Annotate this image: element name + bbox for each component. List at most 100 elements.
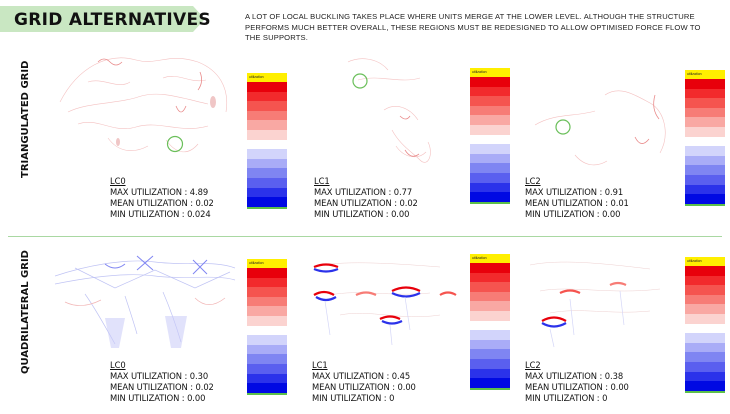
max-utilization: MAX UTILIZATION : 0.45 xyxy=(312,371,411,381)
legend-swatch xyxy=(470,378,510,388)
legend-swatch xyxy=(470,182,510,193)
legend-swatch xyxy=(247,315,287,326)
mean-utilization: MEAN UTILIZATION : 0.02 xyxy=(110,198,214,208)
legend-header: utilization xyxy=(470,254,510,263)
max-utilization: MAX UTILIZATION : 0.77 xyxy=(314,187,413,197)
max-utilization: MAX UTILIZATION : 0.91 xyxy=(525,187,624,197)
legend-swatch xyxy=(470,153,510,164)
legend-swatch xyxy=(247,296,287,307)
load-case-label: LC1 xyxy=(314,176,330,186)
mean-utilization: MEAN UTILIZATION : 0.00 xyxy=(525,382,629,392)
legend-footer xyxy=(685,203,725,206)
legend-swatch xyxy=(685,333,725,343)
legend-footer xyxy=(247,206,287,209)
legend-swatch xyxy=(685,285,725,295)
legend-swatch xyxy=(247,91,287,102)
legend-swatch xyxy=(685,313,725,324)
utilization-plot-quad-lc1 xyxy=(313,262,457,346)
legend-swatch xyxy=(685,361,725,372)
legend-swatch xyxy=(247,335,287,345)
legend-swatch xyxy=(685,371,725,382)
legend-header: utilization xyxy=(470,68,510,77)
utilization-legend: utilization xyxy=(470,254,510,390)
stats-tri-lc2: LC2 MAX UTILIZATION : 0.91 MEAN UTILIZAT… xyxy=(525,176,629,220)
legend-swatch xyxy=(470,291,510,302)
min-utilization: MIN UTILIZATION : 0.024 xyxy=(110,209,211,219)
legend-swatch xyxy=(685,184,725,195)
mean-utilization: MEAN UTILIZATION : 0.02 xyxy=(314,198,418,208)
legend-swatch xyxy=(685,381,725,391)
legend-swatch xyxy=(247,344,287,355)
legend-swatch xyxy=(685,275,725,286)
legend-swatch xyxy=(247,158,287,169)
load-case-label: LC1 xyxy=(312,360,328,370)
legend-swatch xyxy=(247,306,287,316)
row-divider xyxy=(8,236,722,237)
legend-swatch xyxy=(247,168,287,178)
legend-footer xyxy=(685,390,725,393)
legend-swatch xyxy=(685,88,725,99)
section-banner: GRID ALTERNATIVES xyxy=(0,6,211,32)
legend-swatch xyxy=(470,124,510,135)
stats-tri-lc1: LC1 MAX UTILIZATION : 0.77 MEAN UTILIZAT… xyxy=(314,176,418,220)
legend-swatch xyxy=(470,192,510,202)
stats-quad-lc0: LC0 MAX UTILIZATION : 0.30 MEAN UTILIZAT… xyxy=(110,360,214,404)
legend-swatch xyxy=(470,368,510,379)
legend-header: utilization xyxy=(247,259,287,268)
legend-swatch xyxy=(247,110,287,121)
utilization-plot-tri-lc2 xyxy=(534,90,666,166)
mean-utilization: MEAN UTILIZATION : 0.00 xyxy=(312,382,416,392)
legend-swatch xyxy=(470,358,510,369)
legend-swatch xyxy=(470,282,510,292)
stats-tri-lc0: LC0 MAX UTILIZATION : 4.89 MEAN UTILIZAT… xyxy=(110,176,214,220)
utilization-legend: utilization xyxy=(247,73,287,209)
legend-swatch xyxy=(247,197,287,207)
utilization-plot-tri-lc1 xyxy=(347,58,431,163)
legend-swatch xyxy=(685,352,725,362)
legend-swatch xyxy=(470,272,510,283)
utilization-plot-quad-lc2 xyxy=(529,261,661,348)
legend-swatch xyxy=(470,339,510,350)
legend-swatch xyxy=(685,155,725,166)
legend-swatch xyxy=(470,349,510,359)
min-utilization: MIN UTILIZATION : 0 xyxy=(525,393,608,403)
legend-swatch xyxy=(685,107,725,118)
utilization-plot-tri-lc0 xyxy=(59,57,228,153)
legend-swatch xyxy=(247,101,287,111)
legend-swatch xyxy=(470,263,510,273)
legend-swatch xyxy=(247,129,287,140)
legend-swatch xyxy=(247,354,287,364)
legend-swatch xyxy=(247,268,287,278)
legend-swatch xyxy=(470,301,510,311)
load-case-label: LC2 xyxy=(525,360,541,370)
legend-swatch xyxy=(247,373,287,384)
legend-swatch xyxy=(247,149,287,159)
legend-header: utilization xyxy=(685,257,725,266)
legend-swatch xyxy=(685,117,725,127)
legend-swatch xyxy=(470,134,510,145)
stats-quad-lc1: LC1 MAX UTILIZATION : 0.45 MEAN UTILIZAT… xyxy=(312,360,416,404)
legend-swatch xyxy=(685,323,725,334)
legend-swatch xyxy=(247,139,287,150)
legend-swatch xyxy=(470,96,510,106)
legend-swatch xyxy=(685,165,725,175)
legend-swatch xyxy=(470,115,510,125)
min-utilization: MIN UTILIZATION : 0.00 xyxy=(525,209,621,219)
legend-swatch xyxy=(247,177,287,188)
max-utilization: MAX UTILIZATION : 0.30 xyxy=(110,371,209,381)
mean-utilization: MEAN UTILIZATION : 0.02 xyxy=(110,382,214,392)
legend-footer xyxy=(247,392,287,395)
legend-swatch xyxy=(685,136,725,147)
utilization-legend: utilization xyxy=(685,70,725,206)
legend-swatch xyxy=(247,82,287,92)
legend-swatch xyxy=(685,342,725,353)
legend-swatch xyxy=(685,126,725,137)
legend-swatch xyxy=(685,174,725,185)
legend-swatch xyxy=(470,105,510,116)
legend-swatch xyxy=(247,363,287,374)
legend-swatch xyxy=(685,146,725,156)
load-case-label: LC0 xyxy=(110,176,126,186)
utilization-legend: utilization xyxy=(470,68,510,204)
legend-swatch xyxy=(685,294,725,305)
legend-swatch xyxy=(685,304,725,314)
